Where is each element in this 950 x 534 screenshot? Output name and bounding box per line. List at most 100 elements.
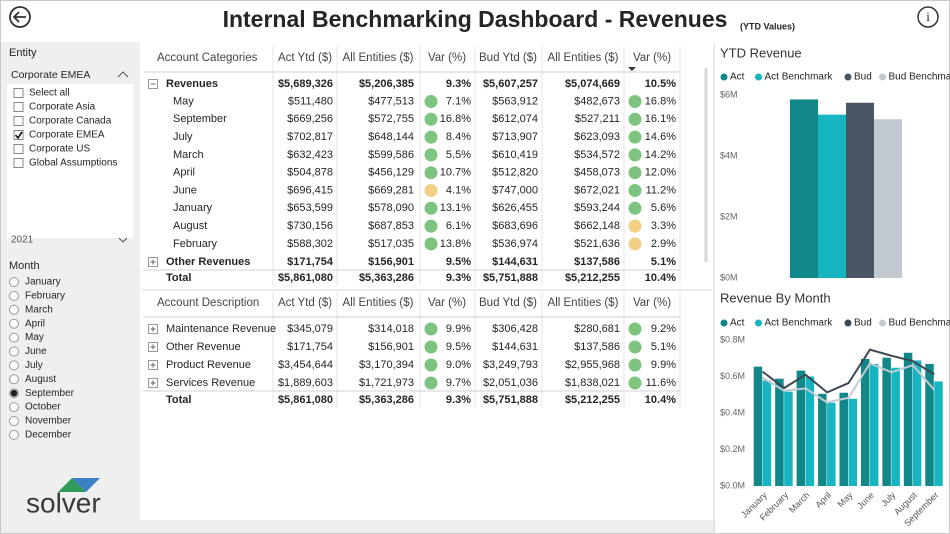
column-header[interactable]: Var (%) xyxy=(428,52,466,64)
row-label: Revenues xyxy=(166,78,218,90)
legend-swatch[interactable] xyxy=(755,73,762,81)
checkbox[interactable] xyxy=(13,130,24,140)
cell: $669,281 xyxy=(368,184,414,196)
cell: $477,513 xyxy=(368,95,414,107)
column-header[interactable]: Var (%) xyxy=(633,297,671,309)
svg-text:i: i xyxy=(926,9,930,24)
radio-label[interactable]: October xyxy=(25,402,61,413)
checkbox-label[interactable]: Corporate EMEA xyxy=(29,130,105,141)
checkbox[interactable] xyxy=(13,116,24,126)
cell: 9.5% xyxy=(446,256,471,268)
checkbox[interactable] xyxy=(13,144,24,154)
column-header[interactable]: Var (%) xyxy=(633,52,671,64)
column-header[interactable]: Account Description xyxy=(157,297,259,309)
radio[interactable] xyxy=(9,277,19,287)
cell: 16.8% xyxy=(645,95,676,107)
legend-label[interactable]: Bud Benchmark xyxy=(889,72,950,83)
legend-swatch[interactable] xyxy=(720,73,728,81)
legend-swatch[interactable] xyxy=(879,319,886,327)
dropdown-chevron[interactable] xyxy=(118,237,128,243)
radio-label[interactable]: April xyxy=(25,318,45,329)
radio[interactable] xyxy=(9,318,19,329)
column-header[interactable]: Act Ytd ($) xyxy=(278,52,332,64)
cell: $1,721,973 xyxy=(359,377,414,389)
column-header[interactable]: All Entities ($) xyxy=(548,297,619,309)
bar xyxy=(891,367,900,486)
checkbox[interactable] xyxy=(13,88,24,98)
entity-dropdown[interactable]: Corporate EMEA xyxy=(11,69,90,81)
legend-label[interactable]: Bud Benchmark xyxy=(889,318,950,329)
checkbox-label[interactable]: Select all xyxy=(29,88,70,99)
radio[interactable] xyxy=(9,429,19,440)
checkbox-label[interactable]: Corporate US xyxy=(29,144,90,155)
legend-swatch[interactable] xyxy=(720,319,728,327)
legend-label[interactable]: Act xyxy=(730,318,745,329)
radio-label[interactable]: November xyxy=(25,416,72,427)
radio[interactable] xyxy=(9,402,19,413)
legend-swatch[interactable] xyxy=(755,319,762,327)
cell: $572,755 xyxy=(368,113,414,125)
column-header[interactable]: Var (%) xyxy=(428,297,466,309)
bar xyxy=(925,363,934,486)
radio[interactable] xyxy=(9,360,19,371)
column-header[interactable]: Bud Ytd ($) xyxy=(479,52,537,64)
column-header[interactable]: Act Ytd ($) xyxy=(278,297,332,309)
legend-label[interactable]: Act Benchmark xyxy=(765,72,834,83)
cell: 5.1% xyxy=(651,256,676,268)
sort-arrow[interactable] xyxy=(628,67,636,71)
cell: $5,363,286 xyxy=(359,272,414,284)
column-header[interactable]: Bud Ytd ($) xyxy=(479,297,537,309)
radio[interactable] xyxy=(9,416,19,426)
legend-label[interactable]: Act Benchmark xyxy=(765,318,834,329)
column-header[interactable]: Account Categories xyxy=(157,52,258,64)
cell: $713,907 xyxy=(492,131,538,143)
column-header[interactable]: All Entities ($) xyxy=(548,52,619,64)
column-header[interactable]: All Entities ($) xyxy=(343,52,414,64)
row-label: August xyxy=(173,220,207,232)
legend-label[interactable]: Act xyxy=(730,72,745,83)
checkbox-label[interactable]: Corporate Asia xyxy=(29,102,96,113)
cell: $511,480 xyxy=(288,95,333,107)
row-label: Services Revenue xyxy=(166,377,255,389)
radio-label[interactable]: July xyxy=(25,360,43,371)
chart-title: Revenue By Month xyxy=(720,290,831,305)
radio-label[interactable]: December xyxy=(25,430,72,441)
dropdown-chevron[interactable] xyxy=(117,71,129,78)
checkbox-label[interactable]: Global Assumptions xyxy=(29,158,117,169)
radio[interactable] xyxy=(9,290,19,301)
cell: $599,586 xyxy=(368,149,414,161)
bar xyxy=(869,363,879,486)
radio-label[interactable]: May xyxy=(25,332,44,343)
radio-label[interactable]: March xyxy=(25,304,53,315)
legend-label[interactable]: Bud xyxy=(854,72,872,83)
radio[interactable] xyxy=(9,374,19,385)
year-dropdown[interactable]: 2021 xyxy=(11,235,34,246)
row-label: Other Revenues xyxy=(166,256,250,268)
legend-swatch[interactable] xyxy=(844,319,852,327)
cell: $171,754 xyxy=(287,256,334,268)
checkbox[interactable] xyxy=(13,102,24,112)
legend-swatch[interactable] xyxy=(879,73,886,81)
radio-label[interactable]: August xyxy=(25,374,56,385)
radio-label[interactable]: September xyxy=(25,388,75,399)
cell: $702,817 xyxy=(287,131,333,143)
cell: $662,148 xyxy=(574,220,620,232)
checkbox-label[interactable]: Corporate Canada xyxy=(29,116,112,127)
checkbox[interactable] xyxy=(13,158,24,168)
radio-label[interactable]: February xyxy=(25,291,65,302)
info-button[interactable]: i xyxy=(917,6,939,28)
radio[interactable] xyxy=(9,332,19,343)
legend-swatch[interactable] xyxy=(844,73,852,81)
row-label: Product Revenue xyxy=(166,359,251,371)
status-indicator xyxy=(628,148,642,162)
radio[interactable] xyxy=(9,304,19,315)
cell: $687,853 xyxy=(368,220,414,232)
radio-label[interactable]: June xyxy=(25,346,47,357)
bar xyxy=(860,358,870,486)
radio[interactable] xyxy=(9,346,19,357)
cell: $593,244 xyxy=(574,202,620,214)
radio-label[interactable]: January xyxy=(25,277,61,288)
column-header[interactable]: All Entities ($) xyxy=(343,297,414,309)
back-button[interactable] xyxy=(9,6,31,28)
legend-label[interactable]: Bud xyxy=(854,318,872,329)
